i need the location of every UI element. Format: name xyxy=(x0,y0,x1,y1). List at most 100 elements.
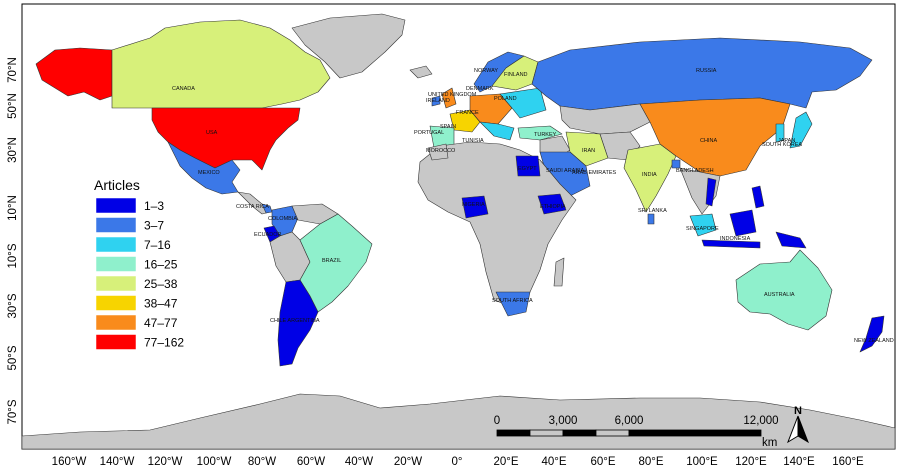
label-nigeria: NIGERIA xyxy=(462,202,485,208)
china xyxy=(639,97,791,177)
legend-label-5: 38–47 xyxy=(144,297,178,311)
legend: Articles 1–3 3–7 7–16 16–25 25–38 38–47 47–77 7… xyxy=(94,177,184,350)
ethiopia xyxy=(537,193,567,215)
label-indonesia: INDONESIA xyxy=(720,236,751,242)
legend-label-3: 16–25 xyxy=(144,258,178,272)
scale-tick-3000: 3,000 xyxy=(549,415,578,427)
legend-label-2: 7–16 xyxy=(144,238,171,252)
scale-segment-5 xyxy=(628,429,762,437)
south-africa xyxy=(495,291,531,317)
legend-swatch-5 xyxy=(95,295,137,311)
label-finland: FINLAND xyxy=(504,72,528,78)
lon-label-20w: 20°W xyxy=(394,456,422,468)
scale-tick-6000: 6,000 xyxy=(615,415,644,427)
label-costa-rica: COSTA RICA xyxy=(236,204,269,210)
label-ireland: IRELAND xyxy=(426,98,450,104)
scale-segment-4 xyxy=(595,429,630,437)
turkey xyxy=(517,125,563,141)
scale-unit: km xyxy=(762,437,777,449)
lon-label-20e: 20°E xyxy=(493,456,518,468)
label-china: CHINA xyxy=(700,138,717,144)
label-france: FRANCE xyxy=(456,110,479,116)
legend-swatch-6 xyxy=(95,314,137,331)
japan xyxy=(789,111,813,149)
lat-label-30s: 30°S xyxy=(7,293,19,318)
lon-label-100w: 100°W xyxy=(197,456,232,468)
chile-argentina xyxy=(277,279,319,367)
legend-label-1: 3–7 xyxy=(144,219,164,233)
label-iran: IRAN xyxy=(582,148,595,154)
label-new-zealand: NEW ZEALAND xyxy=(854,338,894,344)
lon-label-160e: 160°E xyxy=(832,456,864,468)
label-japan: JAPAN xyxy=(778,138,795,144)
lon-label-120e: 120°E xyxy=(735,456,767,468)
label-bangladesh: BANGLADESH xyxy=(676,168,714,174)
label-mexico: MEXICO xyxy=(198,170,220,176)
label-australia: AUSTRALIA xyxy=(764,292,795,298)
scale-bar: 0 3,000 6,000 12,000 km xyxy=(494,415,779,449)
scale-segment-1 xyxy=(496,429,531,437)
legend-label-0: 1–3 xyxy=(144,199,164,213)
lat-label-50n: 50°N xyxy=(7,93,19,119)
iceland xyxy=(409,65,433,79)
legend-swatch-4 xyxy=(95,275,137,292)
greenland xyxy=(291,13,406,79)
lon-label-40w: 40°W xyxy=(345,456,373,468)
lat-label-70s: 70°S xyxy=(7,399,19,424)
label-ecuador: ECUADOR xyxy=(254,232,282,238)
label-india: INDIA xyxy=(642,172,657,178)
eastern-europe xyxy=(499,87,547,119)
lon-label-60e: 60°E xyxy=(590,456,615,468)
legend-label-6: 47–77 xyxy=(144,316,178,330)
united-kingdom xyxy=(441,87,457,109)
label-ethiopia: ETHIOPIA xyxy=(540,204,566,210)
label-uae: ARAB EMIRATES xyxy=(572,170,617,176)
label-denmark: DENMARK xyxy=(466,86,494,92)
lat-label-50s: 50°S xyxy=(7,345,19,370)
label-turkey: TURKEY xyxy=(534,132,557,138)
nigeria xyxy=(461,195,489,219)
lon-label-40e: 40°E xyxy=(541,456,566,468)
madagascar xyxy=(553,257,565,287)
egypt xyxy=(515,155,541,177)
bangladesh xyxy=(671,159,681,169)
label-tunisia: TUNISIA xyxy=(462,138,484,144)
new-guinea xyxy=(775,231,807,249)
label-saudi-arabia: SAUDI ARABIA xyxy=(546,168,585,174)
africa xyxy=(417,141,577,307)
label-brazil: BRAZIL xyxy=(322,258,341,264)
label-spain: SPAIN xyxy=(440,124,456,130)
legend-items: 1–3 3–7 7–16 16–25 25–38 38–47 47–77 77–162 xyxy=(95,197,184,350)
lat-label-10s: 10°S xyxy=(7,243,19,268)
legend-swatch-1 xyxy=(95,217,137,233)
label-usa: USA xyxy=(206,130,218,136)
north-arrow-icon: N xyxy=(787,405,809,444)
label-portugal: PORTUGAL xyxy=(414,130,444,136)
country-labels: CANADA USA MEXICO COSTA RICA COLOMBIA EC… xyxy=(172,68,894,344)
indonesia-malaysia xyxy=(689,213,717,237)
label-colombia: COLOMBIA xyxy=(268,216,297,222)
label-canada: CANADA xyxy=(172,86,195,92)
legend-swatch-0 xyxy=(95,197,137,214)
label-united-kingdom: UNITED KINGDOM xyxy=(428,92,477,98)
lat-label-30n: 30°N xyxy=(7,137,19,163)
mexico xyxy=(167,141,241,195)
philippines xyxy=(751,185,765,209)
france xyxy=(449,109,481,133)
lon-label-60w: 60°W xyxy=(297,456,325,468)
scale-tick-0: 0 xyxy=(494,415,500,427)
lat-label-70n: 70°N xyxy=(7,57,19,83)
label-morocco: MOROCCO xyxy=(426,148,456,154)
latitude-labels: 70°N 50°N 30°N 10°N 10°S 30°S 50°S 70°S xyxy=(7,57,19,424)
lon-label-80w: 80°W xyxy=(248,456,276,468)
legend-label-4: 25–38 xyxy=(144,277,178,291)
italy-balkans xyxy=(479,121,515,141)
label-chile-argentina: CHILE ARGENTINA xyxy=(270,318,320,324)
vietnam xyxy=(705,177,717,207)
legend-swatch-3 xyxy=(95,256,137,272)
australia xyxy=(735,249,833,331)
lon-label-140w: 140°W xyxy=(100,456,135,468)
label-singapore: SINGAPORE xyxy=(686,226,719,232)
legend-swatch-7 xyxy=(95,334,137,350)
